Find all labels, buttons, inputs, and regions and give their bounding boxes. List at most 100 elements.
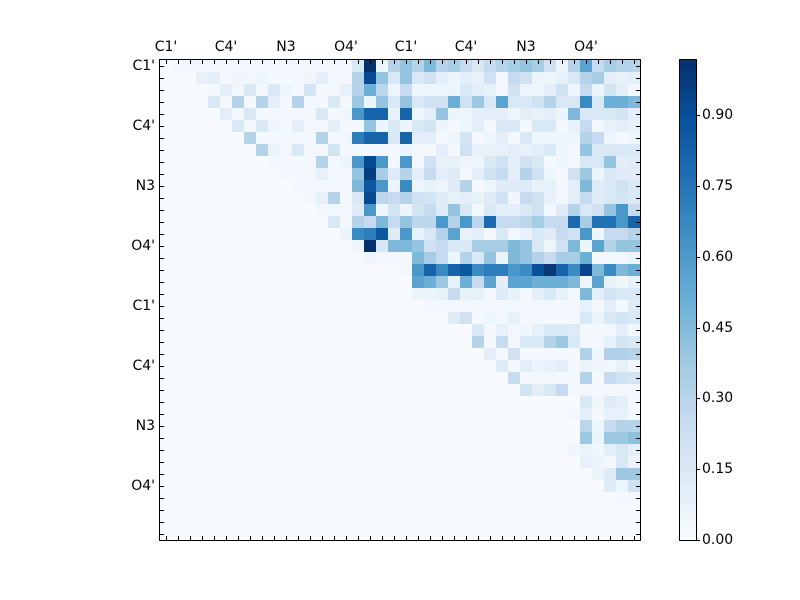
heatmap-cell (328, 156, 340, 168)
y-tick-right (636, 174, 640, 175)
heatmap-cell (580, 384, 592, 396)
heatmap-cell (412, 72, 424, 84)
heatmap-cell (316, 120, 328, 132)
heatmap-cell (232, 120, 244, 132)
x-tick-top (430, 60, 431, 64)
heatmap-cell (412, 84, 424, 96)
heatmap-cell (580, 96, 592, 108)
heatmap-cell (472, 204, 484, 216)
x-tick-label: N3 (516, 39, 536, 55)
heatmap-cell (496, 60, 508, 72)
heatmap-cell (544, 384, 556, 396)
heatmap-cell (376, 240, 388, 252)
heatmap-cell (628, 252, 640, 264)
y-tick-left (160, 366, 164, 367)
heatmap-cell (580, 60, 592, 72)
heatmap-cell (592, 84, 604, 96)
heatmap-cell (364, 228, 376, 240)
x-tick-top (166, 60, 167, 64)
heatmap-cell (580, 192, 592, 204)
heatmap-cell (484, 276, 496, 288)
heatmap-cell (592, 264, 604, 276)
heatmap-cell (316, 168, 328, 180)
heatmap-cell (388, 120, 400, 132)
heatmap-cell (424, 60, 436, 72)
heatmap-cell (400, 96, 412, 108)
heatmap-cell (232, 72, 244, 84)
heatmap-cell (496, 252, 508, 264)
heatmap-cell (520, 132, 532, 144)
heatmap-cell (616, 384, 628, 396)
heatmap-cell (604, 480, 616, 492)
heatmap-cell (256, 132, 268, 144)
x-tick-top (226, 60, 227, 64)
heatmap-cell (604, 132, 616, 144)
x-tick-bottom (418, 536, 419, 540)
heatmap-cell (388, 156, 400, 168)
x-tick-top (514, 60, 515, 64)
x-tick-bottom (478, 536, 479, 540)
heatmap-cell (220, 60, 232, 72)
heatmap-cell (424, 228, 436, 240)
heatmap-cell (460, 216, 472, 228)
heatmap-cell (400, 84, 412, 96)
heatmap-cell (532, 120, 544, 132)
colorbar-tick (696, 186, 700, 187)
y-tick-left (160, 426, 164, 427)
y-tick-right (636, 402, 640, 403)
heatmap-cell (340, 204, 352, 216)
heatmap-cell (580, 348, 592, 360)
heatmap-cell (532, 276, 544, 288)
heatmap-cell (544, 360, 556, 372)
heatmap-cell (424, 120, 436, 132)
heatmap-cell (448, 144, 460, 156)
heatmap-cell (532, 72, 544, 84)
x-tick-top (466, 60, 467, 64)
heatmap-cell (268, 84, 280, 96)
heatmap-cell (484, 84, 496, 96)
heatmap-cell (292, 84, 304, 96)
heatmap-cell (592, 120, 604, 132)
heatmap-cell (448, 156, 460, 168)
heatmap-cell (568, 120, 580, 132)
heatmap-cell (352, 96, 364, 108)
heatmap-cell (520, 84, 532, 96)
heatmap-cell (556, 180, 568, 192)
x-tick-top (598, 60, 599, 64)
x-tick-top (502, 60, 503, 64)
heatmap-cell (544, 60, 556, 72)
heatmap-cell (556, 336, 568, 348)
heatmap-cell (556, 240, 568, 252)
colorbar-tick (696, 256, 700, 258)
heatmap-cell (436, 216, 448, 228)
colorbar-tick (696, 327, 700, 329)
x-tick-top (562, 60, 563, 64)
y-tick-right (636, 210, 640, 211)
heatmap-cell (448, 216, 460, 228)
heatmap-cell (424, 300, 436, 312)
heatmap-cell (568, 348, 580, 360)
heatmap-cell (508, 264, 520, 276)
heatmap-cell (544, 204, 556, 216)
heatmap-cell (628, 156, 640, 168)
y-tick-left (160, 210, 164, 211)
x-tick-top (418, 60, 419, 64)
y-tick-left (160, 486, 164, 487)
heatmap-cell (256, 60, 268, 72)
heatmap-cell (316, 156, 328, 168)
heatmap-cell (376, 144, 388, 156)
y-tick-right (636, 414, 640, 415)
heatmap-cell (364, 60, 376, 72)
x-tick-top (190, 60, 191, 64)
colorbar-tick (696, 398, 700, 400)
heatmap-cell (472, 324, 484, 336)
heatmap-cell (532, 240, 544, 252)
heatmap-cell (208, 96, 220, 108)
heatmap-cell (472, 72, 484, 84)
x-tick-bottom (442, 536, 443, 540)
heatmap-cell (364, 84, 376, 96)
x-tick-top (370, 60, 371, 64)
heatmap-cell (580, 168, 592, 180)
heatmap-cell (556, 72, 568, 84)
heatmap-cell (424, 252, 436, 264)
